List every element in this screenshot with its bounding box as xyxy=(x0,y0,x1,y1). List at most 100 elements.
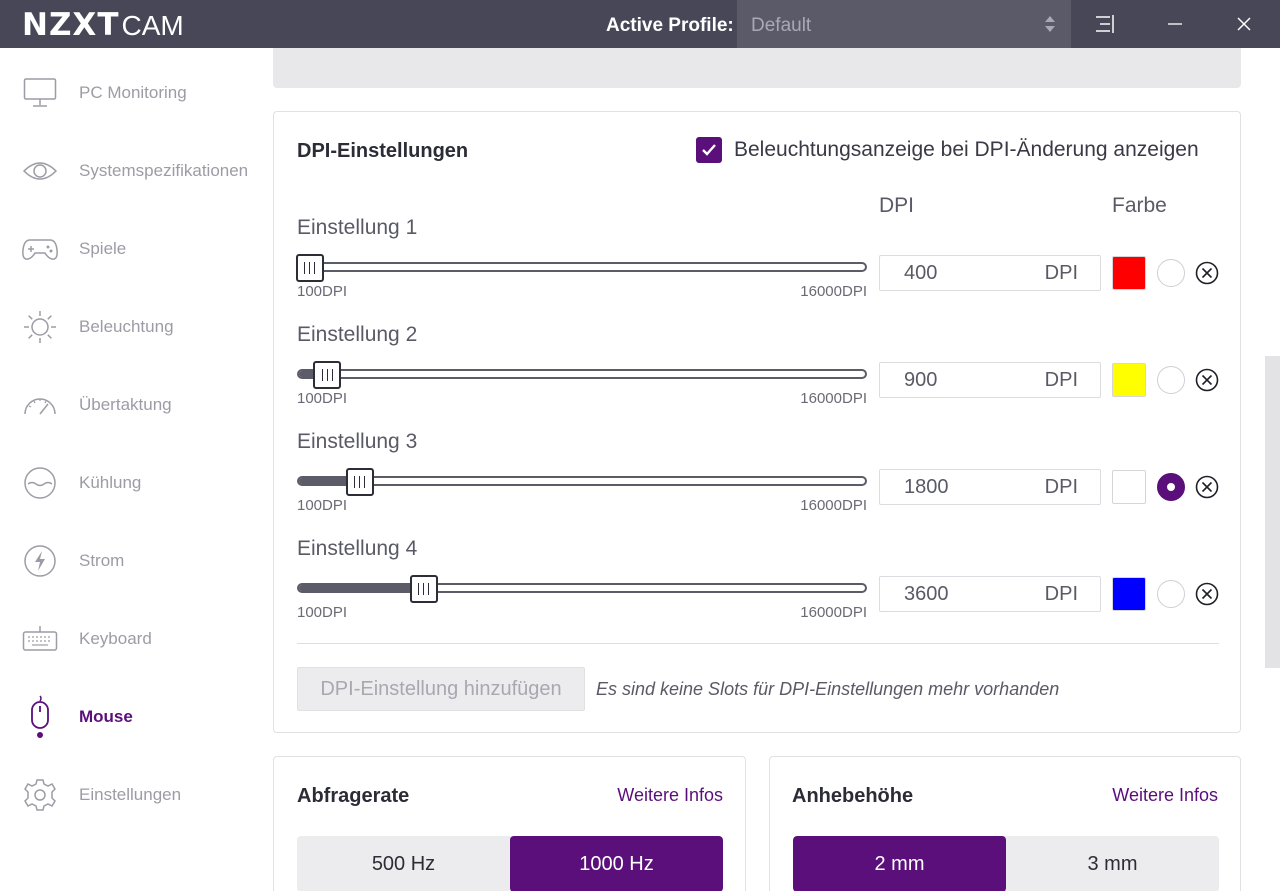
logo-bold-text: NZXT xyxy=(22,7,120,43)
sidebar-item-label: Übertaktung xyxy=(79,395,172,414)
color-swatch[interactable] xyxy=(1112,577,1146,611)
polling-more-info-link[interactable]: Weitere Infos xyxy=(617,785,723,805)
sidebar-item-label: Keyboard xyxy=(79,629,152,648)
dpi-value-input[interactable]: 3600 DPI xyxy=(879,576,1101,612)
dpi-slider[interactable] xyxy=(297,575,867,603)
active-profile-label: Active Profile: xyxy=(606,15,734,36)
sidebar-item-label: Systemspezifikationen xyxy=(79,161,249,180)
show-lighting-checkbox[interactable] xyxy=(696,137,722,163)
active-dpi-radio[interactable] xyxy=(1157,580,1185,608)
speedometer-icon xyxy=(22,387,58,423)
dpi-slider-thumb[interactable] xyxy=(313,361,342,389)
sidebar-item-label: Einstellungen xyxy=(79,785,182,804)
remove-circle-x-icon[interactable] xyxy=(1195,475,1219,499)
sidebar-item-beleuchtung[interactable]: Beleuchtung xyxy=(0,297,258,357)
eye-icon xyxy=(22,153,58,189)
show-lighting-checkbox-row[interactable]: Beleuchtungsanzeige bei DPI-Änderung anz… xyxy=(696,137,1199,163)
color-swatch[interactable] xyxy=(1112,470,1146,504)
sidebar-item-strom[interactable]: Strom xyxy=(0,531,258,591)
menu-button[interactable] xyxy=(1071,0,1139,48)
sidebar-item-label: Beleuchtung xyxy=(79,317,174,336)
remove-circle-x-icon[interactable] xyxy=(1195,582,1219,606)
dpi-settings-card: DPI-Einstellungen Beleuchtungsanzeige be… xyxy=(273,111,1241,733)
sidebar-item-systemspezifikationen[interactable]: Systemspezifikationen xyxy=(0,141,258,201)
sidebar-item-label: Spiele xyxy=(79,239,127,258)
dpi-value-input[interactable]: 1800 DPI xyxy=(879,469,1101,505)
mouse-icon xyxy=(22,695,58,738)
lift-option-3mm[interactable]: 3 mm xyxy=(1087,852,1138,875)
checkmark-icon xyxy=(702,144,716,156)
dpi-max-label: 16000DPI xyxy=(800,283,867,300)
polling-option-500hz[interactable]: 500 Hz xyxy=(371,852,436,875)
add-dpi-setting-button[interactable]: DPI-Einstellung hinzufügen xyxy=(297,667,585,711)
dpi-max-label: 16000DPI xyxy=(800,390,867,407)
dpi-slider-thumb[interactable] xyxy=(345,468,374,496)
sidebar: PC Monitoring Systemspezifikationen Spie… xyxy=(0,48,258,891)
color-column-header: Farbe xyxy=(1112,194,1167,217)
profile-select[interactable]: Default xyxy=(737,0,1071,48)
sun-icon xyxy=(22,309,58,345)
color-swatch[interactable] xyxy=(1112,363,1146,397)
dpi-settings-title: DPI-Einstellungen xyxy=(297,140,469,162)
polling-rate-card: Abfragerate Weitere Infos 500 Hz 1000 Hz xyxy=(273,756,746,891)
gear-icon xyxy=(22,777,58,813)
dpi-slider[interactable] xyxy=(297,468,867,496)
remove-circle-x-icon[interactable] xyxy=(1195,368,1219,392)
dpi-max-label: 16000DPI xyxy=(800,604,867,621)
title-bar: NZXT CAM Active Profile: Default xyxy=(0,0,1280,48)
dpi-max-label: 16000DPI xyxy=(800,497,867,514)
close-button[interactable] xyxy=(1210,0,1278,48)
active-dpi-radio[interactable] xyxy=(1157,366,1185,394)
sidebar-item-kuehlung[interactable]: Kühlung xyxy=(0,453,258,513)
scrollbar[interactable] xyxy=(1265,356,1280,668)
sidebar-item-label: Kühlung xyxy=(79,473,142,492)
dpi-slider-fill xyxy=(299,478,360,484)
active-dpi-radio[interactable] xyxy=(1157,259,1185,287)
logo-light-text: CAM xyxy=(121,10,184,41)
dpi-slider-thumb[interactable] xyxy=(409,575,438,603)
sidebar-item-label: Mouse xyxy=(79,707,133,726)
polling-rate-segmented-control: 500 Hz 1000 Hz xyxy=(297,836,723,891)
dpi-slider[interactable] xyxy=(297,361,867,389)
sidebar-item-einstellungen[interactable]: Einstellungen xyxy=(0,765,258,825)
dpi-setting-label: Einstellung 3 xyxy=(297,430,418,453)
dpi-column-header: DPI xyxy=(879,194,915,217)
minimize-icon xyxy=(1168,23,1182,25)
cooling-icon xyxy=(22,465,58,501)
dpi-setting-label: Einstellung 1 xyxy=(297,216,418,239)
dpi-slider-fill xyxy=(299,371,328,377)
sidebar-item-spiele[interactable]: Spiele xyxy=(0,219,258,279)
polling-option-1000hz[interactable]: 1000 Hz xyxy=(510,836,723,891)
sidebar-item-label: Strom xyxy=(79,551,125,570)
dpi-min-label: 100DPI xyxy=(297,497,348,514)
minimize-button[interactable] xyxy=(1141,0,1209,48)
divider xyxy=(297,643,1219,644)
dpi-min-label: 100DPI xyxy=(297,390,348,407)
show-lighting-label: Beleuchtungsanzeige bei DPI-Änderung anz… xyxy=(734,138,1199,161)
lift-option-2mm[interactable]: 2 mm xyxy=(793,836,1006,891)
previous-section-bottom xyxy=(273,48,1241,88)
dpi-value: 400 xyxy=(904,262,938,284)
dpi-value-input[interactable]: 900 DPI xyxy=(879,362,1101,398)
active-dpi-radio[interactable] xyxy=(1157,473,1185,501)
sidebar-item-keyboard[interactable]: Keyboard xyxy=(0,609,258,669)
updown-arrows-icon xyxy=(1045,16,1055,32)
sidebar-item-pc-monitoring[interactable]: PC Monitoring xyxy=(0,63,258,123)
dpi-slider-fill xyxy=(299,585,424,591)
color-swatch[interactable] xyxy=(1112,256,1146,290)
sidebar-item-uebertaktung[interactable]: Übertaktung xyxy=(0,375,258,435)
lightning-icon xyxy=(22,543,58,579)
lift-more-info-link[interactable]: Weitere Infos xyxy=(1112,785,1218,805)
dpi-slider[interactable] xyxy=(295,254,867,282)
dpi-setting-label: Einstellung 4 xyxy=(297,537,418,560)
main-content: DPI-Einstellungen Beleuchtungsanzeige be… xyxy=(258,48,1280,891)
remove-circle-x-icon[interactable] xyxy=(1195,261,1219,285)
lift-off-segmented-control: 2 mm 3 mm xyxy=(793,836,1219,891)
sidebar-item-mouse[interactable]: Mouse xyxy=(0,687,258,747)
dpi-slider-thumb[interactable] xyxy=(295,254,324,282)
menu-lines-icon xyxy=(1096,15,1114,33)
dpi-value-input[interactable]: 400 DPI xyxy=(879,255,1101,291)
dpi-unit: DPI xyxy=(1044,262,1078,284)
dpi-unit: DPI xyxy=(1044,369,1078,391)
keyboard-icon xyxy=(22,621,58,657)
